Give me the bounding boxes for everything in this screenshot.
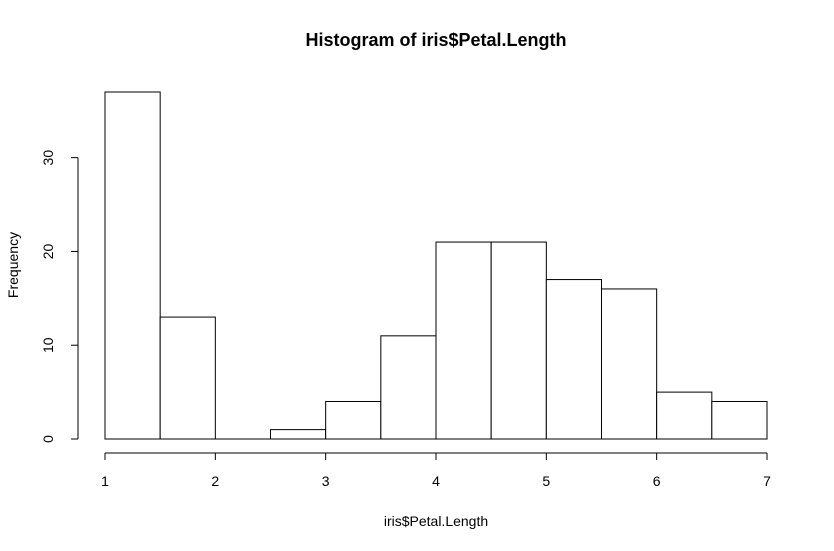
x-tick-label: 1	[101, 473, 109, 489]
histogram-bar	[270, 429, 327, 440]
x-tick-label: 3	[322, 473, 330, 489]
histogram-bar	[545, 279, 602, 440]
bars-group	[104, 91, 768, 440]
histogram-bar	[601, 288, 658, 440]
x-axis: 1 2 3 4 5 6 7	[101, 452, 771, 489]
chart-title: Histogram of iris$Petal.Length	[305, 30, 566, 50]
histogram-bar	[435, 241, 492, 440]
histogram-bar	[159, 316, 216, 440]
x-tick-label: 2	[211, 473, 219, 489]
histogram-bar	[104, 91, 161, 440]
x-tick-label: 4	[432, 473, 440, 489]
y-tick-label: 30	[40, 150, 56, 166]
histogram-bar	[711, 400, 768, 440]
x-tick-label: 5	[542, 473, 550, 489]
histogram-bar	[380, 335, 437, 440]
histogram-bar	[656, 391, 713, 440]
y-axis-label: Frequency	[5, 232, 21, 298]
y-axis: 0 10 20 30	[40, 150, 79, 443]
histogram-bar	[325, 400, 382, 440]
x-tick-label: 7	[763, 473, 771, 489]
x-tick-label: 6	[653, 473, 661, 489]
x-axis-label: iris$Petal.Length	[384, 513, 488, 529]
histogram-bar	[490, 241, 547, 440]
y-tick-label: 0	[40, 435, 56, 443]
y-tick-label: 20	[40, 243, 56, 259]
y-tick-label: 10	[40, 337, 56, 353]
